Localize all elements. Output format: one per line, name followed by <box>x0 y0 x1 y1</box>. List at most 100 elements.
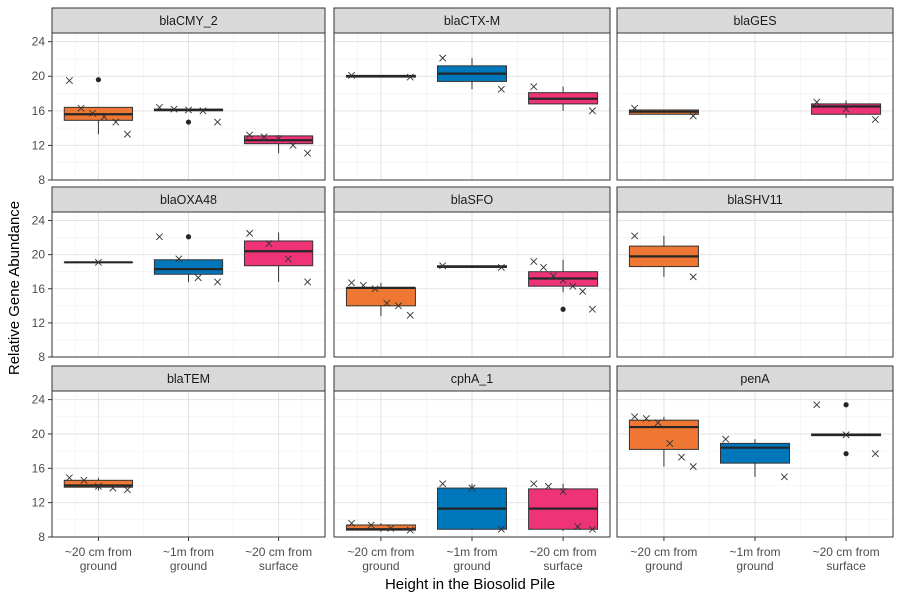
cross-stroke <box>579 287 587 295</box>
facet-label: blaCMY_2 <box>159 14 217 28</box>
jitter-point <box>275 134 283 143</box>
panel-border <box>616 211 894 358</box>
x-tick-label: ground <box>453 559 490 573</box>
cross-stroke <box>497 85 505 93</box>
cross-stroke <box>175 255 183 263</box>
jitter-point <box>194 274 202 282</box>
outlier-point <box>560 306 566 312</box>
jitter-point <box>348 279 356 287</box>
jitter-point <box>530 83 538 91</box>
jitter-point <box>689 273 697 281</box>
jitter-point <box>80 476 88 484</box>
x-tick-label: ~20 cm from <box>813 545 880 559</box>
jitter-point <box>666 439 674 447</box>
jitter-point <box>387 524 395 532</box>
jitter-point <box>579 287 587 295</box>
jitter-point <box>213 118 222 126</box>
cross-stroke <box>871 115 879 123</box>
jitter-point <box>497 525 505 533</box>
boxplot <box>528 83 599 115</box>
jitter-point <box>722 435 730 443</box>
x-axis-title: Height in the Biosolid Pile <box>385 576 555 593</box>
jitter-point <box>654 419 662 427</box>
jitter-point <box>559 487 567 496</box>
jitter-point <box>199 107 207 115</box>
x-tick-label: surface <box>543 559 583 573</box>
facet-strip <box>333 7 611 34</box>
cross-stroke <box>94 258 102 266</box>
cross-stroke <box>246 229 254 237</box>
y-tick-label: 12 <box>32 316 46 330</box>
cross-stroke <box>813 98 821 106</box>
jitter-point <box>184 106 193 114</box>
x-tick-label: ~1m from <box>446 545 497 559</box>
jitter-point <box>123 130 131 138</box>
facet-panel: blaSHV11 <box>616 186 894 358</box>
cross-stroke <box>394 302 403 310</box>
facet-label: blaSFO <box>451 193 494 207</box>
y-tick-label: 8 <box>38 350 45 364</box>
cross-stroke <box>439 480 447 488</box>
cross-stroke <box>213 278 222 286</box>
x-tick-label: ground <box>362 559 399 573</box>
jitter-point <box>406 311 414 319</box>
cross-stroke <box>654 419 662 427</box>
cross-stroke <box>842 105 850 113</box>
jitter-point <box>631 413 639 421</box>
jitter-point <box>77 104 85 112</box>
cross-stroke <box>246 131 254 139</box>
cross-stroke <box>80 476 88 484</box>
facet-strip <box>333 365 611 392</box>
panel-border <box>51 32 326 181</box>
jitter-point <box>348 519 356 527</box>
cross-stroke <box>574 523 582 531</box>
cross-stroke <box>371 285 379 293</box>
jitter-point <box>371 285 379 293</box>
boxplot <box>811 401 882 458</box>
boxplot <box>345 519 416 534</box>
jitter-point <box>94 482 102 490</box>
cross-stroke <box>109 484 117 492</box>
facet-strip <box>616 186 894 213</box>
jitter-point <box>394 302 403 310</box>
y-tick-label: 12 <box>32 496 46 510</box>
cross-stroke <box>631 232 639 240</box>
cross-stroke <box>94 482 102 490</box>
cross-stroke <box>77 104 85 112</box>
jitter-point <box>813 401 821 409</box>
jitter-point <box>871 115 879 123</box>
panel-border <box>616 32 894 181</box>
cross-stroke <box>194 274 202 282</box>
jitter-point <box>497 263 505 271</box>
facet-strip <box>616 7 894 34</box>
cross-stroke <box>439 54 447 62</box>
x-tick-label: ground <box>645 559 682 573</box>
jitter-point <box>439 262 447 270</box>
y-tick-label: 24 <box>32 35 46 49</box>
cross-stroke <box>184 106 193 114</box>
cross-stroke <box>689 273 697 281</box>
boxplot <box>345 279 416 319</box>
cross-stroke <box>530 257 538 265</box>
boxplot <box>528 257 599 313</box>
panel-border <box>333 211 611 358</box>
iqr-box <box>243 240 314 267</box>
cross-stroke <box>265 240 273 248</box>
cross-stroke <box>348 519 356 527</box>
cross-stroke <box>284 255 292 263</box>
facet-label: blaGES <box>733 14 776 28</box>
cross-stroke <box>677 453 686 461</box>
cross-stroke <box>123 130 131 138</box>
x-tick-label: ~1m from <box>729 545 780 559</box>
jitter-point <box>109 484 117 492</box>
jitter-point <box>383 299 391 307</box>
jitter-point <box>497 85 505 93</box>
y-tick-label: 20 <box>32 427 46 441</box>
jitter-point <box>155 103 164 111</box>
cross-stroke <box>260 133 268 141</box>
boxplot <box>811 98 882 123</box>
x-tick-label: ground <box>80 559 117 573</box>
jitter-point <box>89 109 97 117</box>
cross-stroke <box>530 83 538 91</box>
